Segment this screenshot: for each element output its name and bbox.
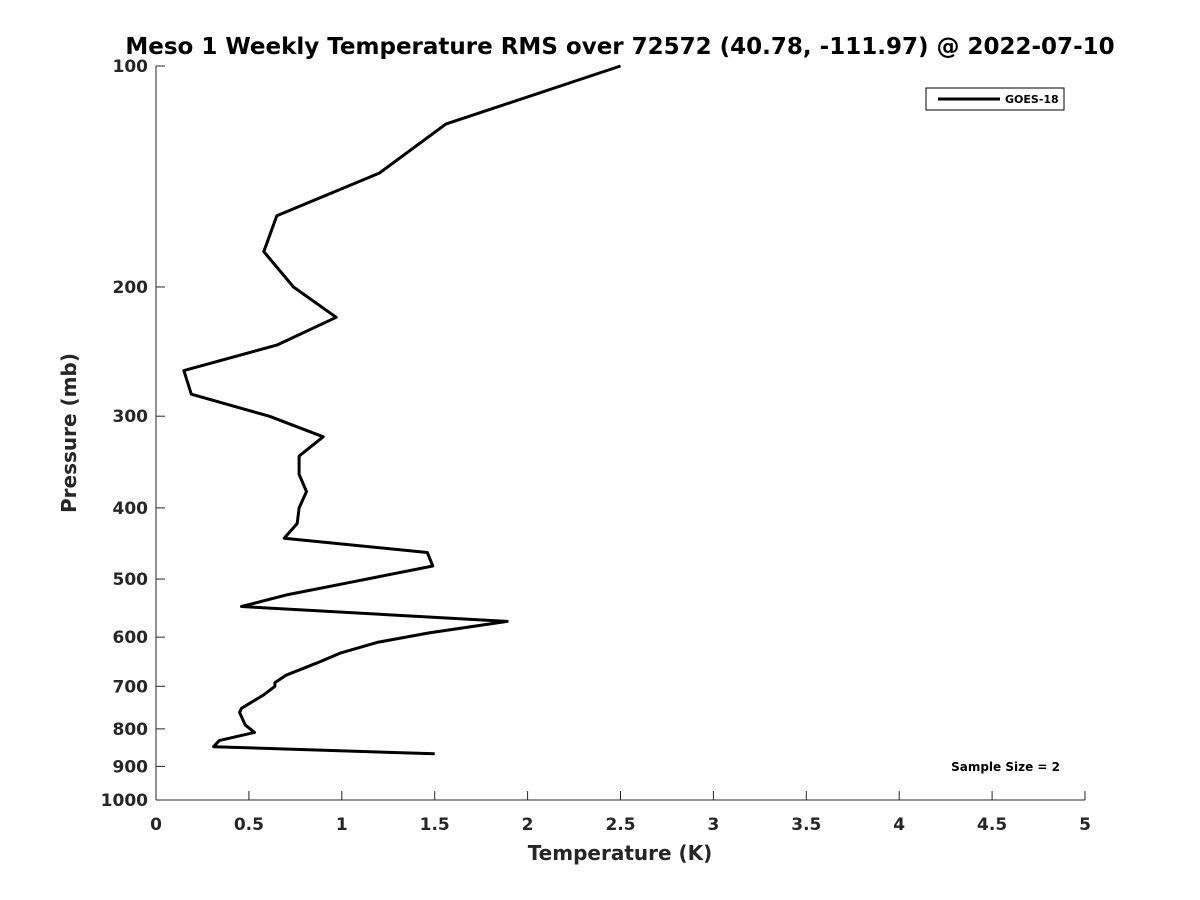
- x-tick-label: 1.5: [420, 815, 450, 835]
- legend: GOES-18: [925, 87, 1065, 111]
- series-layer: [182, 64, 621, 756]
- x-tick-label: 5: [1079, 815, 1091, 835]
- y-axis-label: Pressure (mb): [57, 353, 81, 513]
- x-axis-ticks: 0 0.5 1 1.5 2 2.5 3 3.5 4 4.5 5: [150, 791, 1091, 835]
- y-tick-label: 300: [113, 407, 149, 427]
- chart-title: Meso 1 Weekly Temperature RMS over 72572…: [125, 34, 1114, 60]
- sample-size-annotation: Sample Size = 2: [951, 760, 1060, 774]
- y-tick-label: 700: [113, 677, 149, 697]
- y-tick-label: 800: [113, 720, 149, 740]
- x-tick-label: 3: [707, 815, 719, 835]
- x-tick-label: 2.5: [605, 815, 635, 835]
- x-tick-label: 0.5: [234, 815, 264, 835]
- series-line-goes-18: [182, 64, 621, 756]
- y-tick-label: 200: [113, 278, 149, 298]
- y-axis-ticks: 100 200 300 400 500 600 700 800 900 1000: [101, 57, 165, 811]
- x-tick-label: 2: [522, 815, 534, 835]
- legend-label: GOES-18: [1005, 93, 1059, 106]
- y-tick-label: 1000: [101, 791, 148, 811]
- y-tick-label: 400: [113, 499, 149, 519]
- y-tick-label: 600: [113, 628, 149, 648]
- y-tick-label: 100: [113, 57, 149, 77]
- x-tick-label: 0: [150, 815, 162, 835]
- x-tick-label: 4: [893, 815, 905, 835]
- x-tick-label: 3.5: [791, 815, 821, 835]
- y-tick-label: 500: [113, 570, 149, 590]
- x-tick-label: 4.5: [977, 815, 1007, 835]
- y-tick-label: 900: [113, 757, 149, 777]
- x-tick-label: 1: [336, 815, 348, 835]
- x-axis-label: Temperature (K): [528, 841, 713, 865]
